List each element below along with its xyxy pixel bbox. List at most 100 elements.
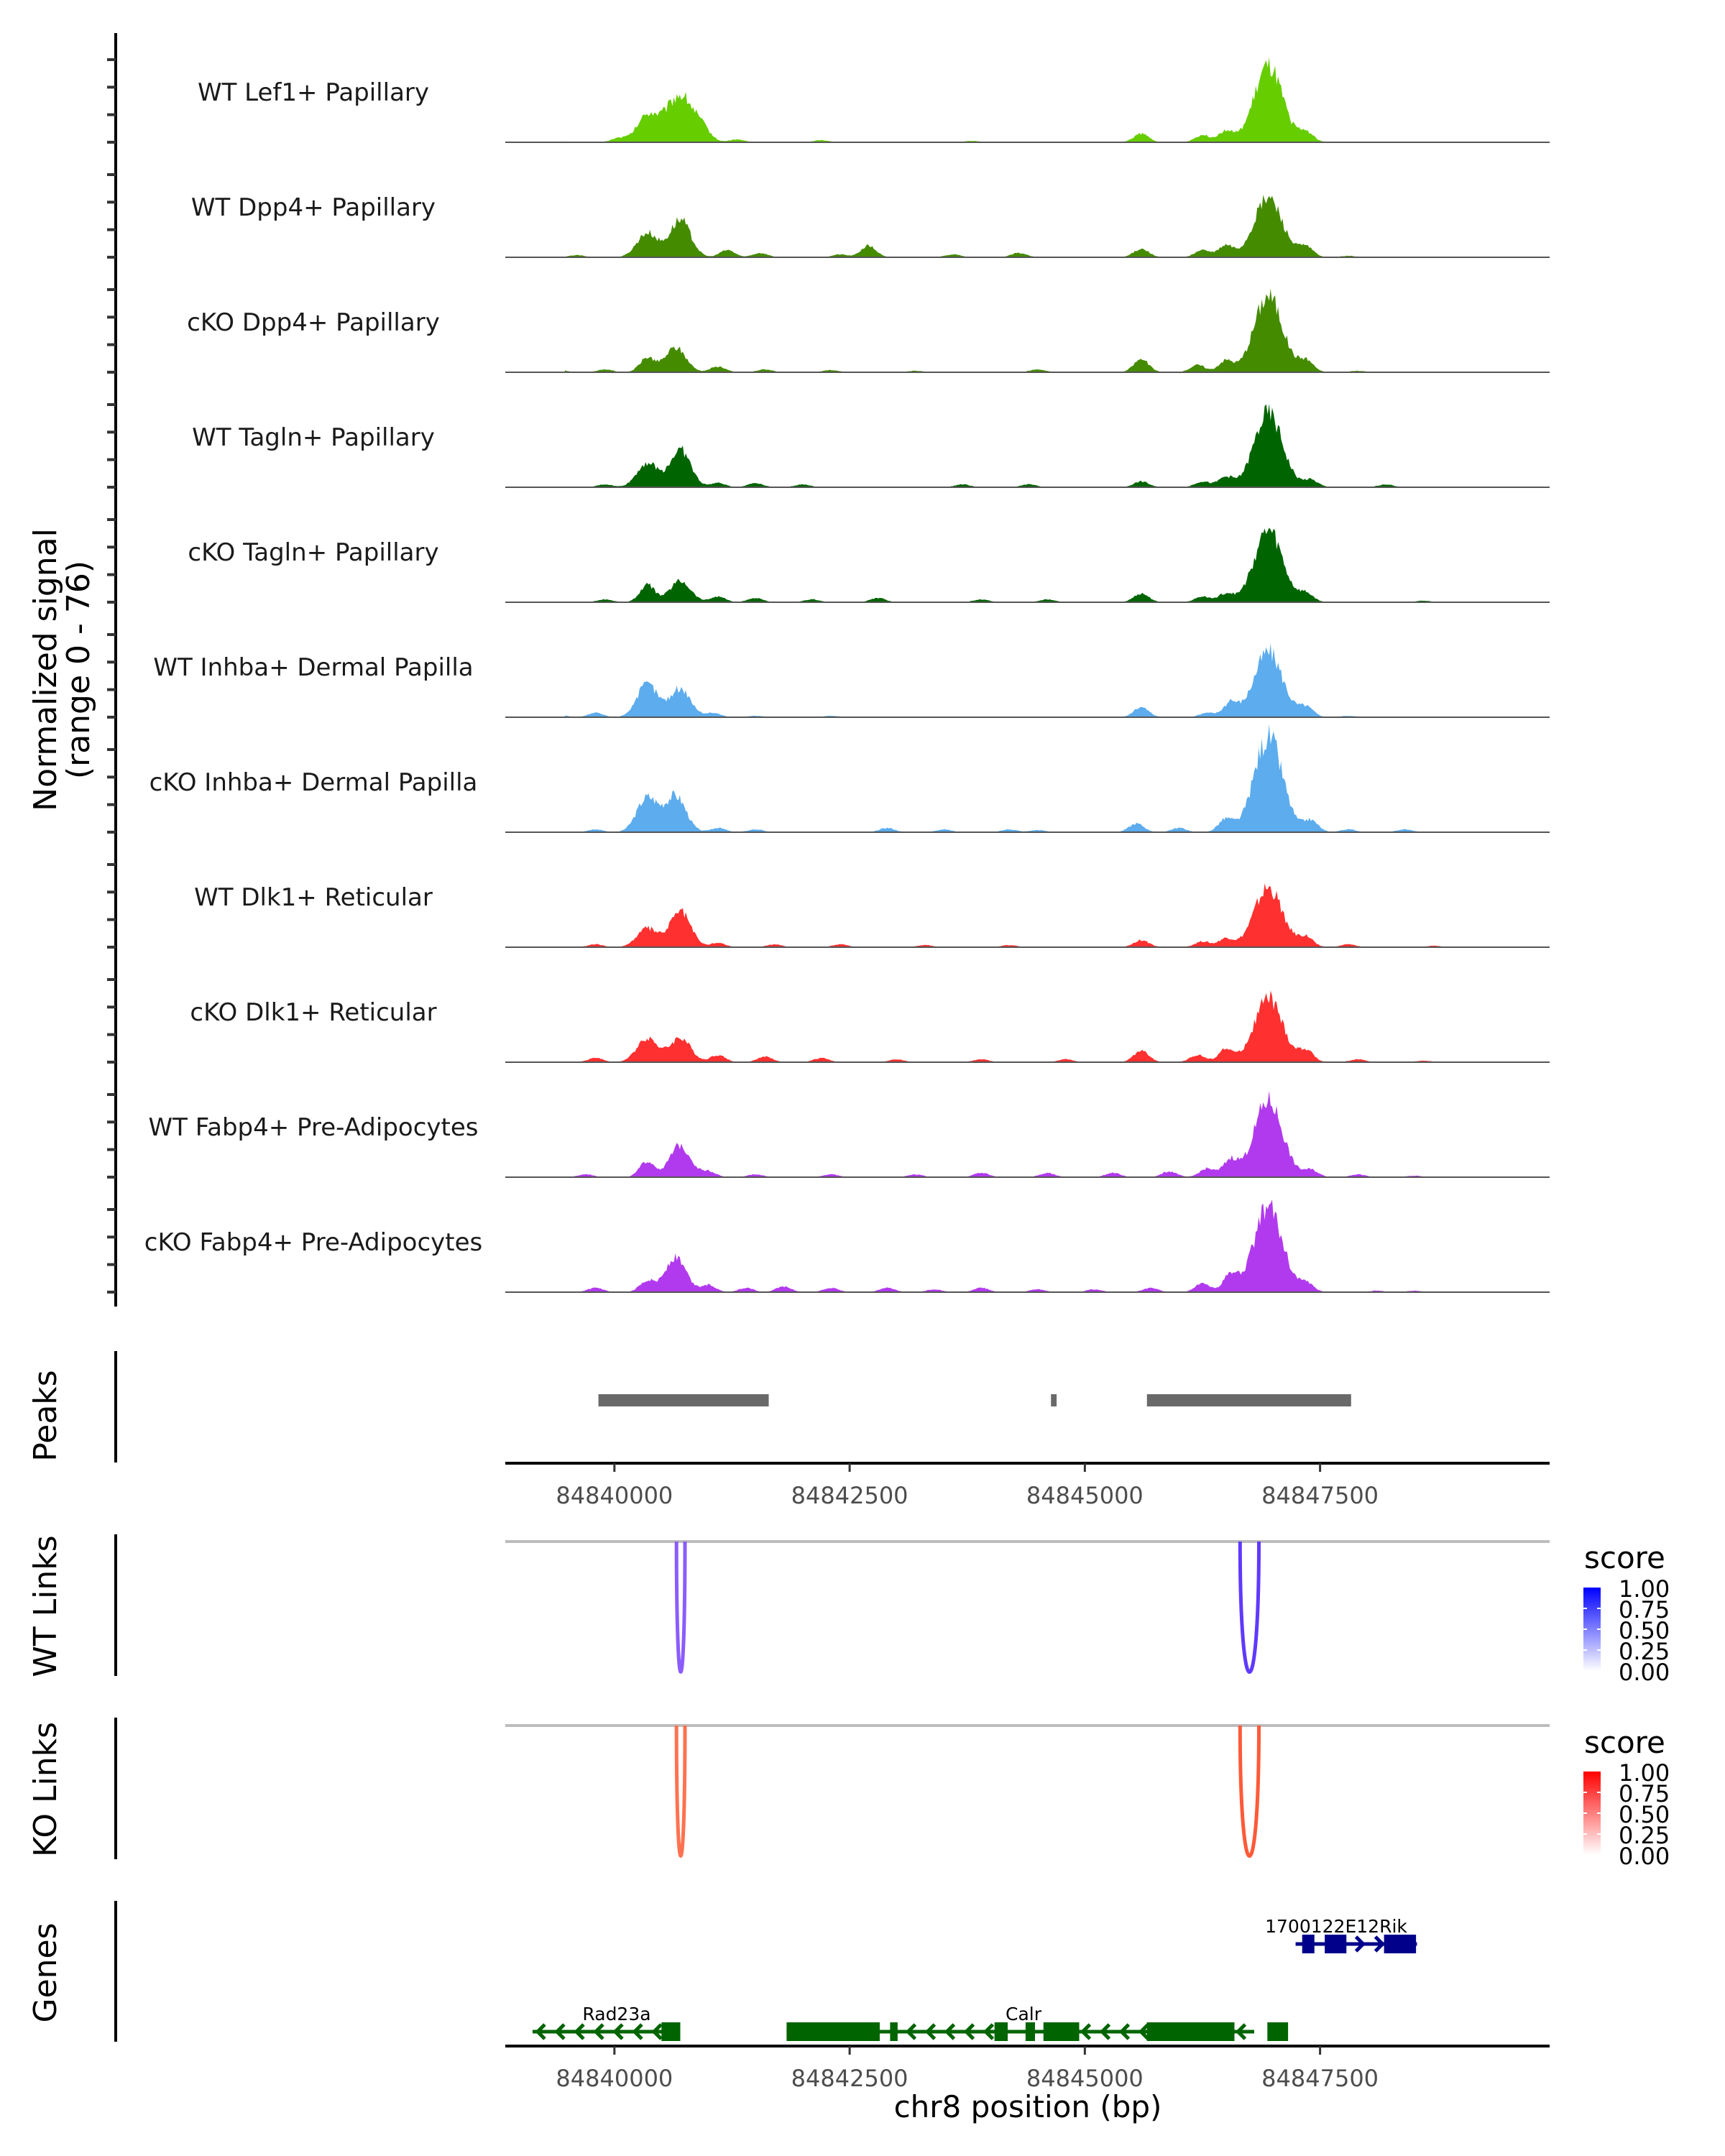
gene-exon: [1302, 1935, 1315, 1953]
legend-title: score: [1584, 1725, 1665, 1760]
gene-exon: [1025, 2022, 1035, 2041]
chevron-left-icon: [593, 2023, 604, 2040]
peaks-regions: [598, 1394, 1351, 1406]
chevron-left-icon: [1235, 2023, 1247, 2040]
legend-tick-label: 0.00: [1619, 1843, 1670, 1870]
coverage-area: [565, 195, 1460, 257]
gene-exon: [1384, 1935, 1417, 1953]
chevron-left-icon: [574, 2023, 585, 2040]
gene-label: 1700122E12Rik: [1265, 1916, 1407, 1937]
track-label: WT Inhba+ Dermal Papilla: [153, 653, 473, 682]
gene-exon: [890, 2022, 898, 2041]
legend-ticks: 1.000.750.500.250.00: [1583, 1759, 1670, 1870]
x-tick-label: 84842500: [791, 2065, 908, 2092]
x-tick-label: 84840000: [556, 2065, 673, 2092]
chevron-left-icon: [1118, 2023, 1131, 2040]
x-axis-title: chr8 position (bp): [894, 2089, 1162, 2124]
coverage-y-ticks: [107, 58, 116, 1294]
coverage-track: cKO Fabp4+ Pre-Adipocytes: [144, 1199, 1550, 1293]
gene-exon: [786, 2022, 880, 2041]
x-tick-label: 84845000: [1026, 2065, 1144, 2092]
track-label: cKO Inhba+ Dermal Papilla: [150, 768, 478, 797]
track-label: WT Dpp4+ Papillary: [191, 193, 436, 222]
chevron-left-icon: [535, 2023, 546, 2040]
ko-links-legend: score 1.000.750.500.250.00: [1583, 1725, 1670, 1870]
chevron-right-icon: [1374, 1935, 1386, 1953]
track-label: cKO Dpp4+ Papillary: [187, 308, 440, 337]
gene-exon: [1146, 2022, 1235, 2041]
link-arc: [674, 1541, 687, 1674]
gene-exon: [1325, 1935, 1347, 1953]
chevron-right-icon: [1354, 1935, 1366, 1953]
coverage-area: [565, 990, 1460, 1062]
gene-label: Rad23a: [582, 2004, 650, 2024]
coverage-track: WT Fabp4+ Pre-Adipocytes: [149, 1090, 1550, 1178]
wt-links-legend: score 1.000.750.500.250.00: [1583, 1540, 1670, 1686]
coverage-area: [565, 724, 1460, 832]
legend-tick-label: 0.75: [1619, 1596, 1670, 1623]
track-label: WT Tagln+ Papillary: [192, 423, 435, 452]
ko-links-panel-title: KO Links: [27, 1722, 64, 1857]
legend-tick-label: 1.00: [1619, 1575, 1670, 1603]
coverage-track: WT Dlk1+ Reticular: [194, 883, 1550, 948]
x-tick-label: 84847500: [1261, 2065, 1379, 2092]
coverage-area: [565, 288, 1460, 372]
gene-exon: [994, 2022, 1008, 2041]
chevron-left-icon: [944, 2023, 956, 2040]
legend-title: score: [1584, 1540, 1665, 1575]
peaks-x-ticks: 84840000 84842500 84845000 84847500: [556, 1463, 1379, 1509]
coverage-area: [565, 403, 1460, 487]
coverage-track: cKO Dlk1+ Reticular: [190, 990, 1550, 1063]
ko-links: [674, 1725, 1261, 1858]
chevron-left-icon: [1099, 2023, 1111, 2040]
coverage-area: [565, 1090, 1460, 1177]
legend-tick-label: 0.75: [1619, 1780, 1670, 1807]
coverage-track: WT Dpp4+ Papillary: [191, 193, 1550, 258]
gene-label: Calr: [1006, 2004, 1042, 2024]
chevron-left-icon: [924, 2023, 937, 2040]
coverage-track: WT Lef1+ Papillary: [198, 57, 1550, 143]
coverage-area: [565, 1199, 1460, 1292]
y-axis-title-line2: (range 0 - 76): [60, 561, 97, 779]
peak-region: [1146, 1394, 1351, 1406]
legend-tick-label: 0.25: [1619, 1822, 1670, 1849]
gene-models: Rad23a Calr 1700122E12Rik: [532, 1916, 1417, 2041]
track-label: cKO Tagln+ Papillary: [188, 538, 438, 567]
track-label: WT Fabp4+ Pre-Adipocytes: [149, 1113, 479, 1142]
genes-panel-title: Genes: [27, 1922, 64, 2022]
link-arc: [1238, 1725, 1261, 1858]
legend-tick-label: 0.50: [1619, 1801, 1670, 1828]
chevron-left-icon: [983, 2023, 995, 2040]
legend-tick-label: 1.00: [1619, 1759, 1670, 1787]
y-axis-title: Normalized signal (range 0 - 76): [27, 528, 97, 811]
gene-model: Rad23a: [532, 2004, 681, 2041]
coverage-track: cKO Tagln+ Papillary: [188, 528, 1550, 603]
legend-tick-label: 0.25: [1619, 1638, 1670, 1665]
chevron-left-icon: [612, 2023, 624, 2040]
x-tick-label: 84842500: [791, 1482, 908, 1509]
x-tick-label: 84840000: [556, 1482, 673, 1509]
link-arc: [674, 1725, 687, 1858]
track-label: WT Lef1+ Papillary: [198, 78, 429, 107]
coverage-area: [565, 528, 1460, 602]
chevron-left-icon: [632, 2023, 643, 2040]
gene-exon: [661, 2022, 681, 2041]
peak-region: [1051, 1394, 1057, 1406]
gene-model: Calr: [786, 2004, 1289, 2041]
y-axis-title-line1: Normalized signal: [27, 528, 64, 811]
coverage-track: cKO Inhba+ Dermal Papilla: [150, 724, 1550, 833]
genes-x-ticks: 84840000 84842500 84845000 84847500: [556, 2046, 1379, 2092]
track-label: WT Dlk1+ Reticular: [194, 883, 433, 912]
wt-links: [674, 1541, 1261, 1674]
gene-exon: [1267, 2022, 1289, 2041]
chevron-left-icon: [905, 2023, 917, 2040]
chevron-left-icon: [1080, 2023, 1092, 2040]
track-label: cKO Dlk1+ Reticular: [190, 998, 436, 1027]
x-tick-label: 84845000: [1026, 1482, 1144, 1509]
wt-links-panel-title: WT Links: [27, 1535, 64, 1677]
peaks-panel-title: Peaks: [27, 1370, 64, 1461]
link-arc: [1238, 1541, 1261, 1674]
legend-tick-label: 0.00: [1619, 1659, 1670, 1686]
coverage-track: WT Inhba+ Dermal Papilla: [153, 643, 1550, 718]
